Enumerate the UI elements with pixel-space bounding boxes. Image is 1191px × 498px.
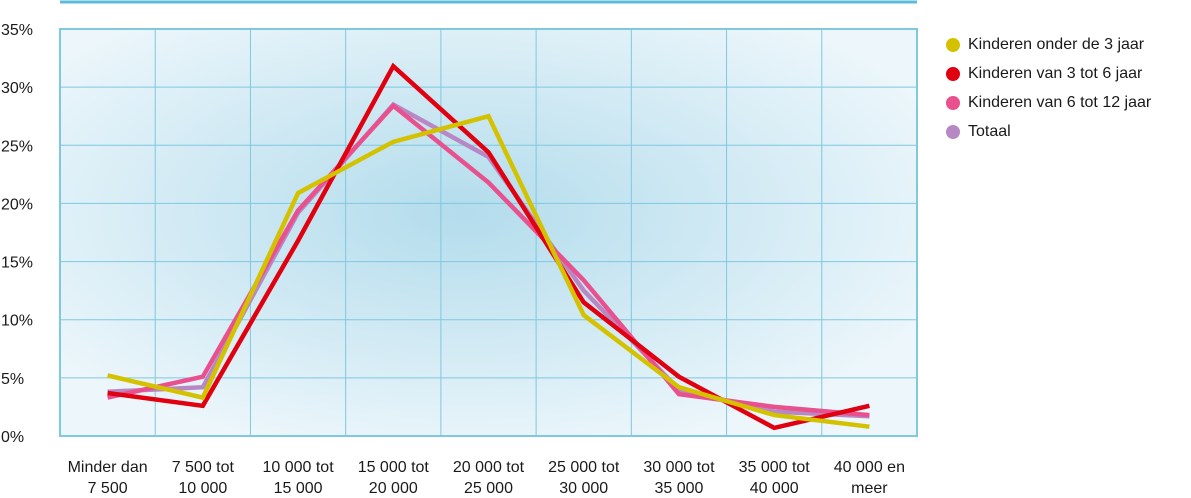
x-tick-label: 15 000 [274,480,323,497]
y-tick-label: 5% [1,371,24,388]
x-tick-label: 40 000 en [834,459,905,476]
plot-frame [59,28,918,437]
x-tick-label: 30 000 [559,480,608,497]
x-tick-label: 40 000 [750,480,799,497]
legend-item: Kinderen van 3 tot 6 jaar [946,59,1151,88]
x-tick-label: 10 000 [178,480,227,497]
legend-swatch-dot-icon [946,124,960,139]
x-tick-label: 20 000 tot [453,459,525,476]
series-line-kinderen-van-3-tot-6-jaar [107,62,870,431]
x-tick-label: 35 000 tot [739,459,811,476]
legend-item: Kinderen van 6 tot 12 jaar [946,88,1151,117]
y-tick-label: 0% [1,429,24,446]
series-line-kinderen-van-6-tot-12-jaar [107,102,870,418]
x-tick-label: 15 000 tot [358,459,430,476]
x-tick-label: 35 000 [654,480,703,497]
legend-swatch-dot-icon [946,37,960,52]
y-tick-label: 25% [1,138,33,155]
x-tick-label: 7 500 tot [172,459,235,476]
y-tick-label: 10% [1,313,33,330]
x-tick-label: meer [851,480,888,497]
y-tick-label: 35% [1,22,33,39]
x-tick-label: 7 500 [88,480,128,497]
legend: Kinderen onder de 3 jaar Kinderen van 3 … [946,30,1151,146]
x-tick-label: Minder dan [68,459,148,476]
x-tick-label: 20 000 [369,480,418,497]
legend-swatch-dot-icon [946,66,960,81]
legend-item: Kinderen onder de 3 jaar [946,30,1151,59]
legend-label: Kinderen onder de 3 jaar [968,35,1145,53]
x-tick-label: 25 000 tot [548,459,620,476]
legend-item: Totaal [946,117,1151,146]
legend-label: Totaal [968,122,1011,140]
y-tick-label: 20% [1,196,33,213]
plot-area [60,29,917,436]
x-tick-label: 10 000 tot [262,459,334,476]
x-tick-label: 30 000 tot [643,459,715,476]
x-tick-label: 25 000 [464,480,513,497]
legend-label: Kinderen van 6 tot 12 jaar [968,93,1152,111]
series-line-kinderen-onder-de-3-jaar [107,113,870,429]
y-tick-label: 30% [1,80,33,97]
legend-swatch-dot-icon [946,95,960,110]
legend-label: Kinderen van 3 tot 6 jaar [968,64,1143,82]
y-tick-label: 15% [1,255,33,272]
